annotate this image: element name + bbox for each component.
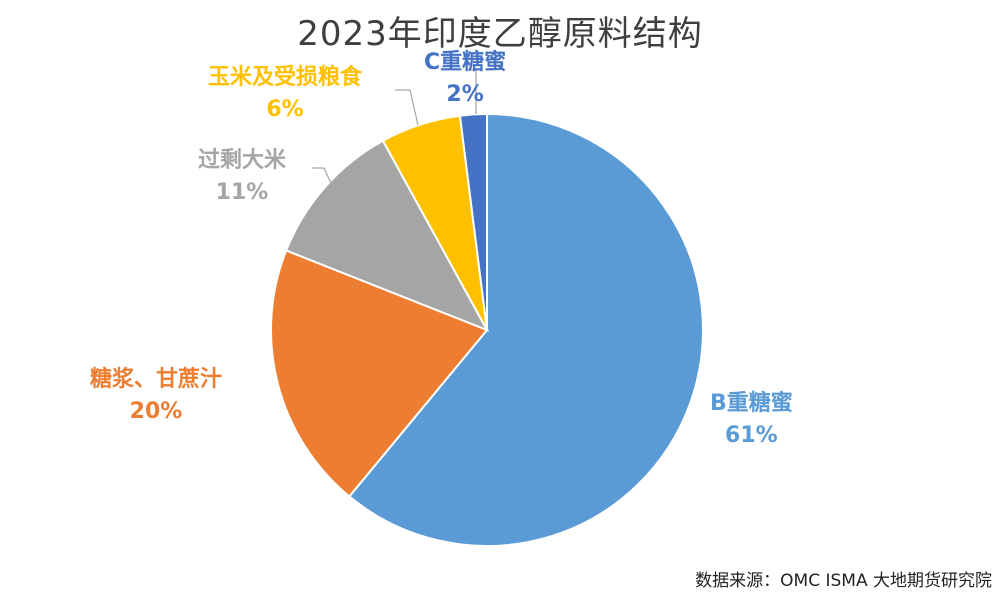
leader-line-c-molasses <box>470 69 477 114</box>
slice-name: B重糖蜜 <box>710 391 793 416</box>
slice-percent: 20% <box>129 398 183 424</box>
source-note: 数据来源：OMC ISMA 大地期货研究院 <box>695 571 992 591</box>
slice-b-molasses <box>347 112 704 547</box>
slice-name: C重糖蜜 <box>424 50 507 75</box>
slice-name: 玉米及受损粮食 <box>208 65 363 90</box>
slice-label-corn-damaged-grain: 玉米及受损粮食 6% <box>208 62 362 126</box>
slice-surplus-rice <box>284 139 490 332</box>
slice-label-b-molasses: B重糖蜜 61% <box>710 388 793 452</box>
leader-line-rice <box>312 167 335 191</box>
slice-name: 过剩大米 <box>198 148 287 173</box>
slice-name: 糖浆、甘蔗汁 <box>90 367 223 392</box>
slice-percent: 2% <box>446 81 484 107</box>
slice-percent: 6% <box>266 96 304 122</box>
slice-label-syrup-cane-juice: 糖浆、甘蔗汁 20% <box>90 364 222 428</box>
slice-percent: 11% <box>215 179 269 205</box>
leader-line-corn <box>395 89 419 126</box>
slice-percent: 61% <box>725 422 778 448</box>
slice-label-c-molasses: C重糖蜜 2% <box>424 47 506 111</box>
slice-c-molasses <box>458 112 488 331</box>
chart-title: 2023年印度乙醇原料结构 <box>297 14 703 54</box>
slice-label-surplus-rice: 过剩大米 11% <box>198 145 286 209</box>
slice-syrup-cane-juice <box>270 249 489 498</box>
